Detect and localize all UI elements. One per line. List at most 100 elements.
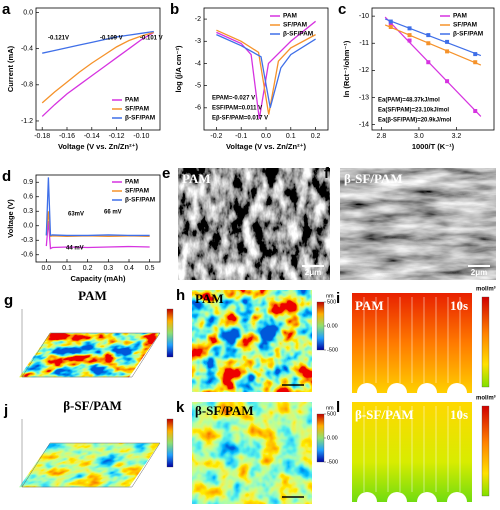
series-line (41, 31, 154, 104)
panel-label: f (324, 165, 330, 182)
panel-label: g (4, 292, 13, 309)
y-axis-title: ln (Rct⁻¹/ohm⁻¹) (342, 40, 351, 97)
image-title: PAM (182, 171, 211, 186)
y-tick-label: -3 (195, 38, 201, 45)
annotation: 44 mV (66, 246, 84, 252)
y-tick-label: 0.9 (23, 179, 33, 186)
data-point (407, 38, 412, 43)
electrode-bump (357, 492, 377, 510)
x-tick-label: 0.0 (261, 133, 271, 140)
y-tick-label: -5 (195, 82, 201, 89)
colorbar-tick-label: -500 (327, 347, 338, 353)
legend-label: PAM (283, 13, 297, 20)
x-tick-label: 0.2 (311, 133, 321, 140)
panel-label: a (2, 1, 11, 18)
y-tick-label: 0.6 (23, 194, 33, 201)
x-tick-label: 0.5 (145, 265, 155, 272)
y-tick-label: -4 (195, 60, 201, 67)
data-point (407, 26, 412, 31)
colorbar-tick-label: 0.00 (327, 435, 338, 441)
x-tick-label: 0.2 (83, 265, 93, 272)
plot-frame (35, 7, 161, 131)
panel-label: d (2, 168, 11, 185)
colorbar (166, 418, 174, 468)
series-line (45, 211, 150, 238)
afm-3d (19, 443, 160, 488)
x-tick-label: 3.0 (414, 133, 424, 140)
legend-label: β-SF/PAM (125, 115, 155, 122)
data-point (445, 39, 450, 44)
x-axis-title: Capacity (mAh) (70, 274, 126, 283)
y-tick-label: -6 (195, 105, 201, 112)
data-point (426, 60, 431, 65)
x-tick-label: -0.12 (109, 133, 125, 140)
panel-label: b (170, 1, 179, 18)
y-tick-label: -11 (359, 40, 369, 47)
sim-time: 10s (450, 298, 468, 313)
scale-bar-label: 2μm (305, 268, 321, 277)
x-tick-label: -0.14 (84, 133, 100, 140)
series-line (216, 34, 316, 108)
legend-label: SF/PAM (125, 106, 149, 113)
y-axis-title: Current (mA) (6, 45, 15, 92)
data-point (445, 79, 450, 84)
annotation: Eβ-SF/PAM=0.017 V (212, 116, 268, 122)
x-tick-label: 0.0 (41, 265, 51, 272)
annotation: 63mV (68, 212, 84, 218)
series-line (45, 177, 150, 237)
y-tick-label: -0.8 (21, 82, 33, 89)
series-line (45, 220, 150, 250)
y-axis-title: log (j/A cm⁻²) (174, 45, 183, 93)
series-line (216, 29, 316, 115)
data-point (388, 22, 393, 27)
data-point (426, 33, 431, 38)
data-point (388, 24, 393, 29)
x-tick-label: 2.8 (377, 133, 387, 140)
panel-label: c (338, 1, 346, 18)
y-tick-label: -12 (359, 67, 369, 74)
annotation: Ea(SF/PAM)=23.10kJ/mol (378, 108, 449, 114)
y-tick-label: 0.3 (23, 208, 33, 215)
image-title: β-SF/PAM (63, 398, 122, 413)
afm-surface (19, 333, 160, 378)
sem-image (178, 168, 330, 280)
legend-label: β-SF/PAM (125, 197, 155, 204)
annotation: EPAM=-0.027 V (212, 96, 255, 102)
x-axis-title: Voltage (V vs. Zn/Zn²⁺) (58, 142, 139, 151)
afm-map (192, 290, 312, 392)
y-tick-label: 0.0 (23, 223, 33, 230)
image-title: PAM (195, 291, 224, 306)
sim-time: 10s (450, 407, 468, 422)
y-tick-label: -0.6 (21, 252, 33, 259)
x-axis-title: Voltage (V vs. Zn/Zn²⁺) (226, 142, 307, 151)
legend-label: PAM (125, 179, 139, 186)
colorbar-unit: mol/m³ (476, 286, 496, 293)
x-tick-label: 0.3 (103, 265, 113, 272)
y-tick-label: -0.3 (21, 237, 33, 244)
x-tick-label: 0.4 (124, 265, 134, 272)
fit-line (384, 24, 482, 66)
y-tick-label: 0.0 (23, 9, 33, 16)
annotation: 66 mV (104, 210, 122, 216)
image-title: PAM (355, 298, 384, 313)
afm-3d (19, 333, 160, 378)
electrode-bump (387, 492, 407, 510)
afm-map (192, 402, 312, 504)
panel-label: l (336, 399, 340, 416)
x-tick-label: 3.2 (452, 133, 462, 140)
colorbar-tick-label: 500 (327, 411, 336, 417)
legend-label: β-SF/PAM (283, 31, 313, 38)
panel-label: k (176, 399, 185, 416)
panel-label: i (336, 290, 340, 307)
annotation: -0.101 V (140, 36, 163, 42)
x-tick-label: -0.1 (235, 133, 247, 140)
colorbar-unit: mol/m³ (476, 395, 496, 402)
fit-line (384, 18, 482, 57)
y-tick-label: -10 (359, 13, 369, 20)
colorbar (481, 296, 490, 388)
data-point (445, 49, 450, 54)
annotation: ESF/PAM=0.011 V (212, 106, 262, 112)
colorbar-tick-label: 500 (327, 299, 336, 305)
annotation: -0.109 V (100, 36, 123, 42)
